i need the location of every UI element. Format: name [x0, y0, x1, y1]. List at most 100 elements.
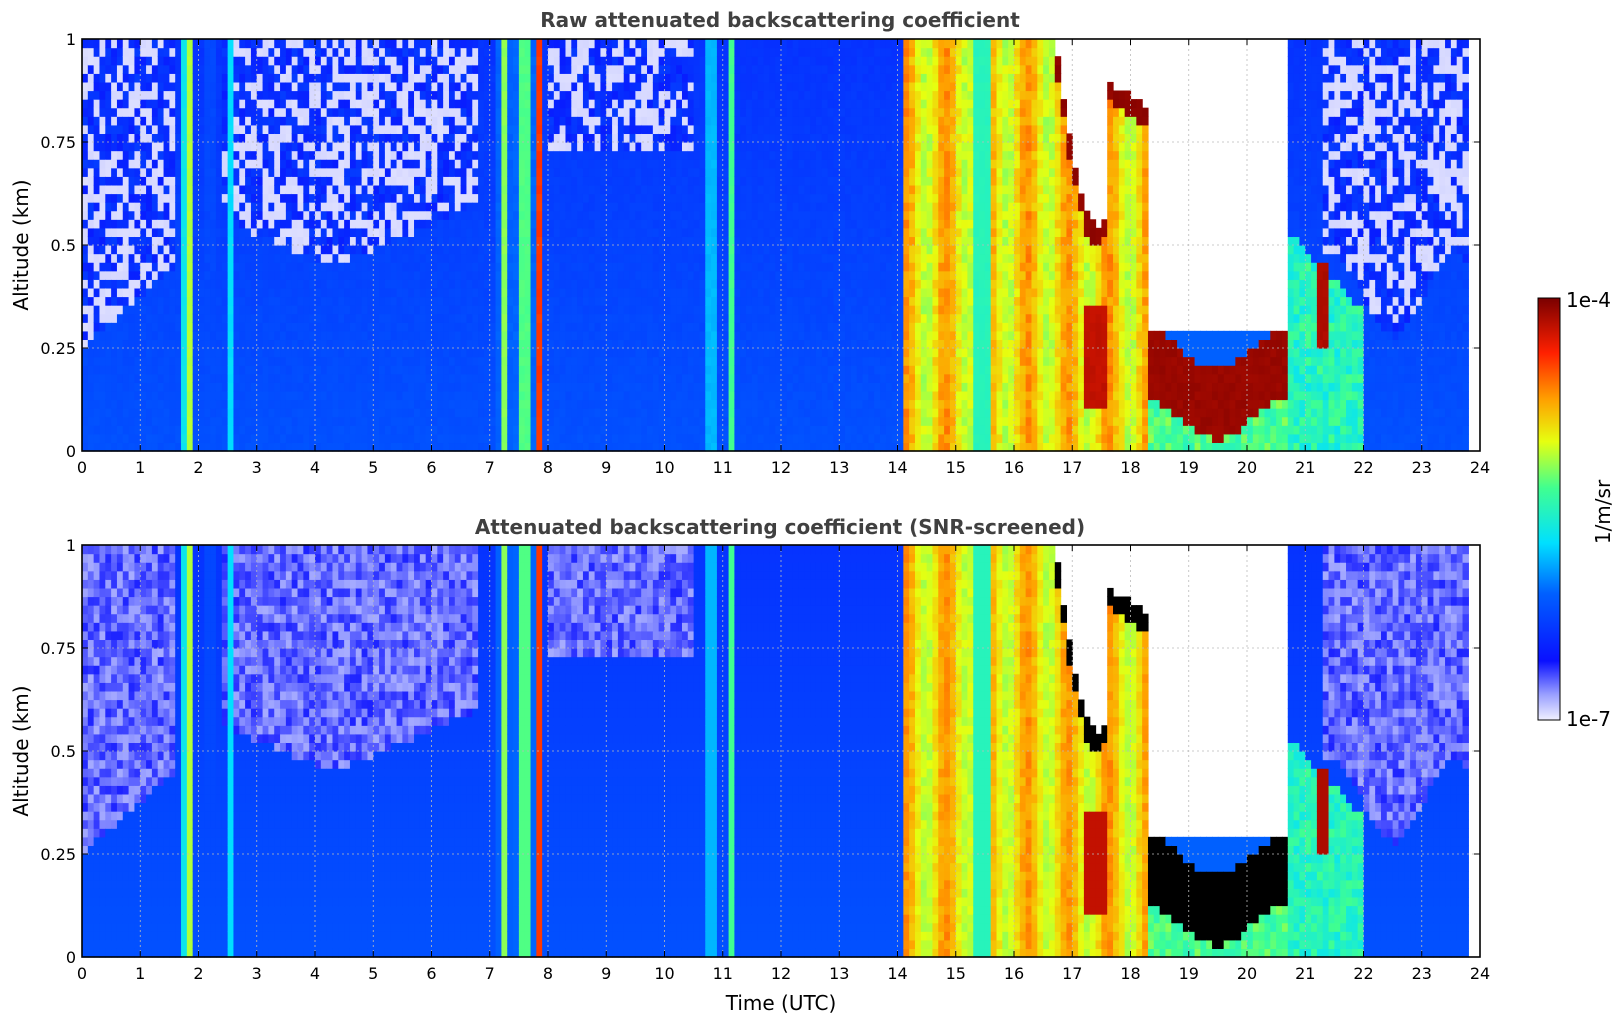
heat-cell	[431, 399, 438, 409]
heat-cell	[606, 433, 613, 444]
heat-cell	[513, 124, 520, 135]
heat-cell	[140, 202, 147, 212]
heat-cell	[419, 56, 427, 66]
heat-cell	[594, 305, 602, 315]
heat-cell	[542, 287, 549, 298]
heat-cell	[530, 81, 537, 92]
heat-cell	[245, 176, 252, 186]
heat-cell	[134, 73, 141, 83]
heat-cell	[297, 399, 304, 409]
heat-cell	[553, 425, 561, 435]
heat-cell	[466, 236, 473, 246]
heat-cell	[582, 339, 590, 349]
heat-cell	[524, 262, 532, 272]
heat-cell	[641, 124, 648, 135]
heat-cell	[414, 236, 421, 246]
heat-cell	[192, 81, 200, 92]
heat-cell	[227, 210, 235, 220]
heat-cell	[221, 133, 229, 143]
heat-cell	[635, 39, 642, 49]
heat-cell	[256, 142, 264, 152]
heat-cell	[641, 99, 648, 109]
heat-cell	[221, 373, 229, 383]
heat-cell	[256, 305, 264, 315]
heat-cell	[437, 133, 444, 143]
heat-cell	[606, 184, 613, 195]
heat-cell	[181, 124, 188, 135]
heat-cell	[443, 39, 450, 49]
heat-cell	[652, 287, 660, 298]
heat-cell	[105, 296, 112, 306]
heat-cell	[478, 382, 485, 392]
heat-cell	[163, 253, 170, 263]
heat-cell	[431, 416, 438, 426]
heat-cell	[355, 56, 363, 66]
heat-cell	[390, 262, 398, 272]
heat-cell	[676, 348, 683, 358]
heat-cell	[594, 390, 602, 401]
heat-cell	[163, 287, 170, 298]
heat-cell	[169, 99, 176, 109]
heat-cell	[285, 296, 293, 306]
heat-cell	[326, 64, 334, 74]
heat-cell	[641, 442, 648, 452]
heat-cell	[151, 408, 159, 418]
heat-cell	[483, 90, 491, 100]
heat-cell	[647, 399, 654, 409]
heat-cell	[454, 262, 462, 272]
heat-cell	[571, 305, 578, 315]
heat-cell	[629, 227, 636, 238]
heat-cell	[396, 245, 403, 255]
heat-cell	[297, 159, 304, 169]
heat-cell	[256, 133, 264, 143]
heat-cell	[641, 305, 648, 315]
heat-cell	[239, 356, 246, 366]
heat-cell	[146, 348, 153, 358]
heat-cell	[536, 90, 543, 100]
heat-cell	[582, 442, 590, 452]
heat-cell	[338, 167, 345, 177]
heat-cell	[157, 64, 165, 74]
heat-cell	[612, 99, 619, 109]
heat-cell	[664, 442, 671, 452]
heat-cell	[198, 159, 205, 169]
heat-cell	[349, 150, 357, 160]
heat-cell	[408, 296, 415, 306]
heat-cell	[146, 73, 153, 83]
heat-cell	[140, 339, 147, 349]
heat-cell	[134, 133, 141, 143]
heat-cell	[181, 116, 188, 126]
heat-cell	[606, 124, 613, 135]
heat-cell	[472, 373, 479, 383]
heat-cell	[373, 193, 380, 203]
heat-cell	[460, 399, 468, 409]
heat-cell	[606, 270, 613, 280]
heat-cell	[483, 219, 491, 229]
heat-cell	[285, 262, 293, 272]
heat-cell	[128, 116, 136, 126]
heat-cell	[443, 81, 450, 92]
heat-cell	[262, 279, 269, 289]
heat-cell	[524, 279, 532, 289]
heat-cell	[256, 167, 264, 177]
heat-cell	[169, 176, 176, 186]
heat-cell	[291, 73, 299, 83]
heat-cell	[577, 253, 584, 263]
heat-cell	[320, 245, 328, 255]
heat-cell	[478, 73, 485, 83]
heat-cell	[280, 399, 287, 409]
heat-cell	[204, 390, 211, 401]
heat-cell	[425, 245, 433, 255]
heat-cell	[181, 193, 188, 203]
heat-cell	[425, 253, 433, 263]
heat-cell	[548, 287, 555, 298]
heat-cell	[227, 47, 235, 57]
heat-cell	[122, 270, 130, 280]
heat-cell	[513, 99, 520, 109]
heat-cell	[577, 339, 584, 349]
heat-cell	[274, 356, 281, 366]
heat-cell	[210, 339, 217, 349]
heat-cell	[320, 365, 328, 375]
heat-cell	[367, 133, 374, 143]
heat-cell	[443, 339, 450, 349]
